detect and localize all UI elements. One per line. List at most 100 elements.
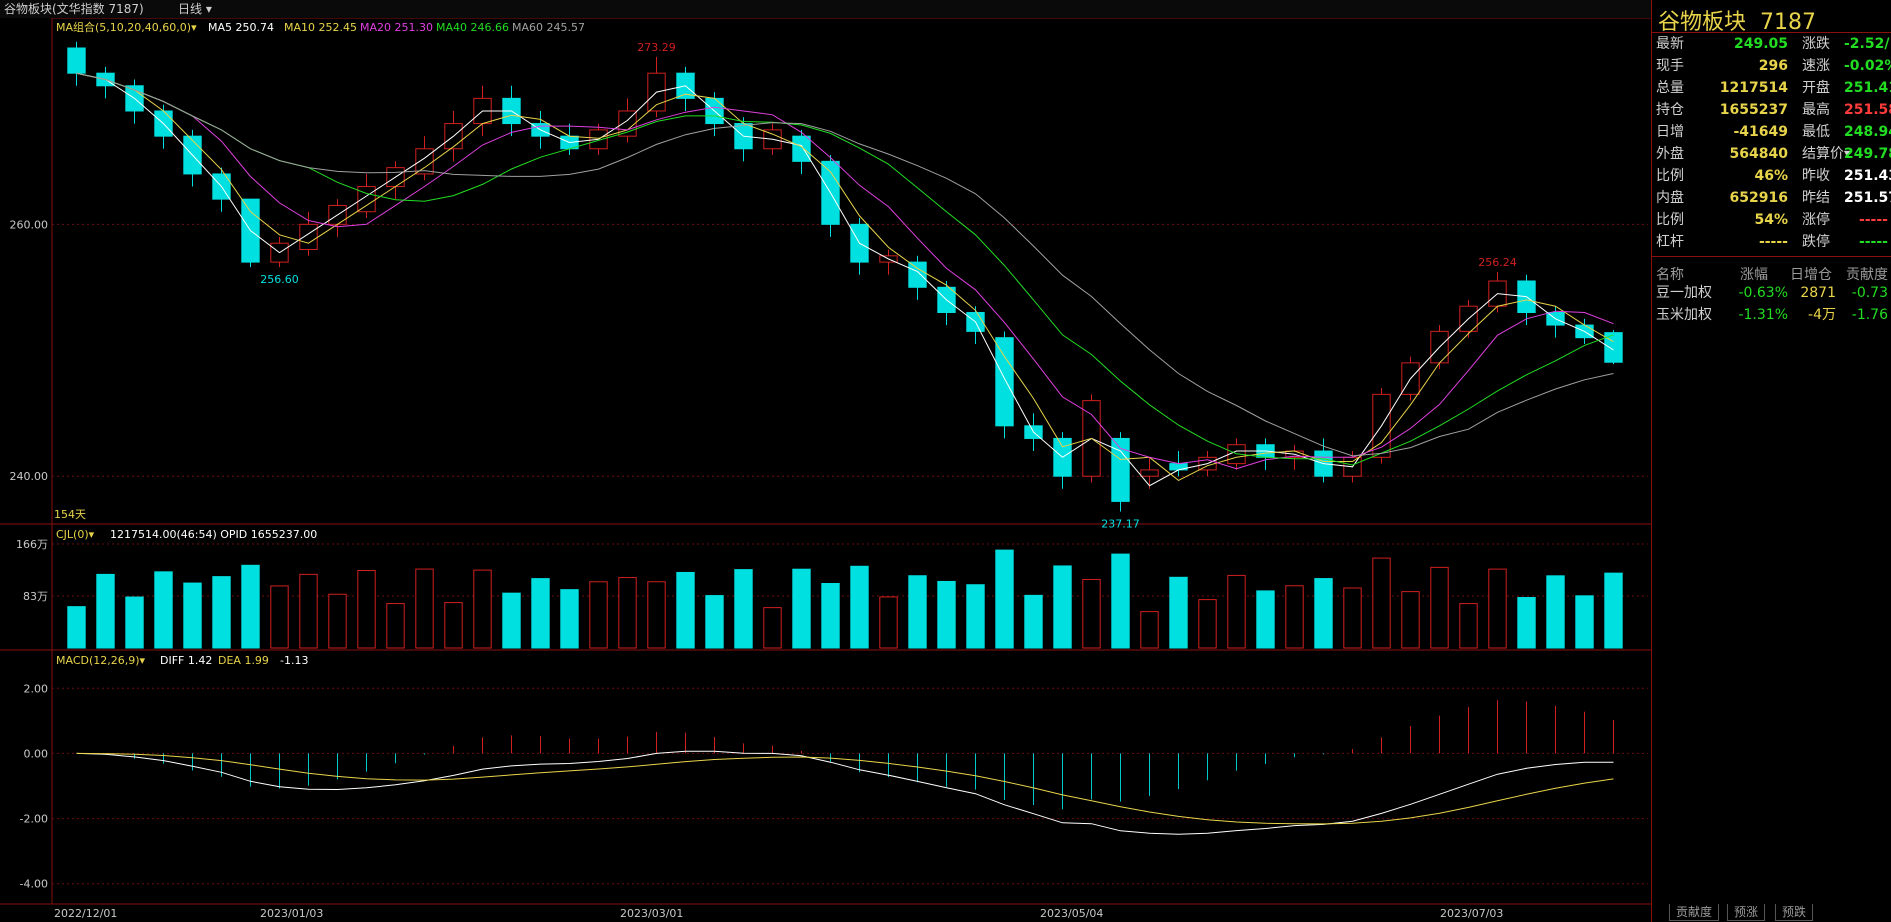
quote-label: 外盘 — [1656, 146, 1684, 162]
tab-expected-rise[interactable]: 预涨 — [1727, 904, 1766, 921]
candle-body — [1111, 437, 1130, 502]
instrument-name: 谷物板块 — [1658, 10, 1747, 35]
volume-bar — [647, 581, 666, 649]
volume-bar — [212, 576, 231, 649]
kline-chart[interactable]: 260.00 240.00 273.29 256.60 237.17 256.24 MA组合… — [0, 18, 1651, 922]
divider — [1652, 32, 1891, 33]
quote-label[interactable]: 结算价▾ — [1802, 146, 1852, 162]
quote-value: 652916 — [1729, 190, 1788, 206]
x-date-label: 2022/12/01 — [54, 907, 117, 920]
tab-expected-fall[interactable]: 预跌 — [1775, 904, 1814, 921]
quote-value: ----- — [1858, 212, 1888, 228]
quote-label: 速涨 — [1802, 58, 1830, 74]
volume-bar — [1604, 572, 1623, 649]
macd-label: MACD(12,26,9)▾ — [56, 654, 146, 667]
contrib-chg: -0.63% — [1738, 285, 1788, 301]
volume-value: 1217514.00(46:54) OPID 1655237.00 — [110, 528, 317, 541]
volume-bar — [937, 580, 956, 649]
quote-label: 日增 — [1656, 124, 1684, 140]
volume-bar — [1256, 590, 1275, 649]
volume-bar — [67, 606, 86, 649]
volume-bar — [879, 596, 898, 649]
ma-legend-label: MA组合(5,10,20,40,60,0)▾ — [56, 20, 197, 34]
diff-line — [76, 750, 1614, 835]
volume-bar — [1517, 597, 1536, 649]
price-annotation: 237.17 — [1101, 517, 1140, 530]
volume-bar — [1575, 595, 1594, 649]
quote-row: 比例 46% 昨收 251.43 — [1652, 165, 1891, 187]
volume-tick-label: 166万 — [16, 538, 48, 551]
volume-bar — [241, 564, 260, 649]
volume-bar — [966, 584, 985, 649]
quote-label: 开盘 — [1802, 80, 1830, 96]
quote-row: 最新 249.05 涨跌 -2.52/1.00% — [1652, 33, 1891, 55]
volume-bar — [1285, 585, 1304, 649]
volume-bar — [1111, 553, 1130, 649]
volume-bar — [560, 589, 579, 649]
quote-value: 1655237 — [1719, 102, 1788, 118]
col-header-pos: 日增仓 — [1790, 267, 1832, 283]
volume-bar — [908, 575, 927, 649]
quote-label: 杠杆 — [1656, 234, 1684, 250]
price-annotation: 273.29 — [637, 41, 676, 54]
volume-bar — [821, 582, 840, 649]
x-date-label: 2023/01/03 — [260, 907, 323, 920]
volume-bar — [473, 569, 492, 649]
quote-row: 持仓 1655237 最高 251.58 — [1652, 99, 1891, 121]
quote-value: ----- — [1858, 234, 1888, 250]
volume-bar — [1343, 587, 1362, 649]
ma-legend-item: MA20 251.30 — [360, 21, 433, 34]
quote-value: ----- — [1758, 234, 1788, 250]
volume-bar — [763, 607, 782, 649]
x-date-label: 2023/05/04 — [1040, 907, 1103, 920]
instrument-code: 7187 — [1760, 10, 1817, 35]
quote-panel: 谷物板块 7187 最新 249.05 涨跌 -2.52/1.00% 现手 296 速涨 -0.… — [1651, 0, 1891, 922]
quote-row: 比例 54% 涨停 ----- — [1652, 209, 1891, 231]
volume-bar — [1401, 591, 1420, 649]
ma-legend-item: MA5 250.74 — [208, 21, 274, 34]
volume-bar — [1024, 594, 1043, 649]
quote-value: 1217514 — [1719, 80, 1788, 96]
quote-label: 现手 — [1656, 58, 1684, 74]
contrib-name: 玉米加权 — [1656, 307, 1712, 323]
quote-value: -41649 — [1733, 124, 1788, 140]
macd-tick-label: -2.00 — [20, 813, 48, 826]
price-tick-label: 240.00 — [10, 470, 49, 483]
quote-row: 内盘 652916 昨结 251.57 — [1652, 187, 1891, 209]
volume-bar — [1082, 578, 1101, 649]
period-dropdown[interactable]: 日线 ▾ — [178, 2, 212, 16]
quote-value: 248.94 — [1844, 124, 1891, 140]
candle-body — [908, 261, 927, 288]
volume-bar — [995, 549, 1014, 649]
ma-line — [76, 72, 1614, 481]
volume-bar — [415, 568, 434, 649]
quote-row: 杠杆 ----- 跌停 ----- — [1652, 231, 1891, 253]
quote-value: 249.05 — [1733, 36, 1788, 52]
volume-bar — [531, 578, 550, 649]
candle-body — [67, 47, 86, 74]
volume-bar — [183, 582, 202, 649]
volume-tick-label: 83万 — [23, 590, 48, 603]
volume-bar — [705, 595, 724, 649]
quote-label: 最高 — [1802, 102, 1830, 118]
ma-line — [76, 72, 1614, 457]
quote-value: -2.52/1.00% — [1844, 36, 1891, 52]
volume-bar — [299, 573, 318, 649]
quote-label: 比例 — [1656, 212, 1684, 228]
quote-row: 日增 -41649 最低 248.94 — [1652, 121, 1891, 143]
volume-bar — [589, 581, 608, 649]
contrib-chg: -1.31% — [1738, 307, 1788, 323]
col-header-name: 名称 — [1656, 267, 1684, 283]
tab-contrib[interactable]: 贡献度 — [1669, 904, 1720, 921]
candle-body — [792, 135, 811, 162]
volume-bar — [734, 569, 753, 649]
divider — [1652, 256, 1891, 257]
quote-value: 564840 — [1729, 146, 1788, 162]
volume-label: CJL(0)▾ — [56, 528, 95, 541]
volume-bar — [1140, 611, 1159, 649]
ma-line — [76, 72, 1614, 466]
quote-label: 比例 — [1656, 168, 1684, 184]
volume-bar — [676, 571, 695, 649]
candle-body — [1604, 332, 1623, 363]
macd-diff: DIFF 1.42 — [160, 654, 212, 667]
